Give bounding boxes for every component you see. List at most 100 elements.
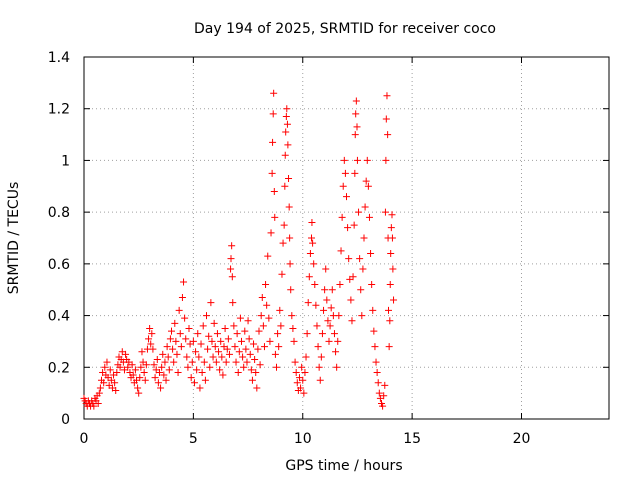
data-point xyxy=(228,273,236,281)
data-point xyxy=(301,368,309,376)
data-point xyxy=(269,138,277,146)
data-point xyxy=(381,381,389,389)
data-point xyxy=(369,306,377,314)
data-point xyxy=(262,281,270,289)
data-point xyxy=(283,120,291,128)
data-point xyxy=(141,376,149,384)
data-point xyxy=(158,363,166,371)
data-point xyxy=(128,361,136,369)
data-point xyxy=(213,330,221,338)
data-point xyxy=(217,337,225,345)
data-point xyxy=(145,335,153,343)
data-point xyxy=(180,278,188,286)
data-point xyxy=(169,345,177,353)
data-point xyxy=(174,368,182,376)
data-point xyxy=(357,286,365,294)
data-point xyxy=(94,399,102,407)
data-point xyxy=(206,363,214,371)
data-point xyxy=(328,286,336,294)
data-point xyxy=(341,169,349,177)
data-point xyxy=(351,131,359,139)
data-point xyxy=(372,358,380,366)
data-point xyxy=(248,376,256,384)
data-point xyxy=(309,239,317,247)
data-point xyxy=(379,402,387,410)
data-point xyxy=(359,265,367,273)
data-point xyxy=(250,340,258,348)
data-point xyxy=(175,306,183,314)
data-point xyxy=(297,384,305,392)
data-point xyxy=(221,325,229,332)
data-point xyxy=(224,335,232,343)
data-point xyxy=(282,128,290,136)
data-point xyxy=(207,299,215,307)
data-point xyxy=(353,123,361,131)
data-point xyxy=(344,224,352,232)
data-point xyxy=(101,363,109,371)
data-point xyxy=(321,286,329,294)
data-point xyxy=(258,293,266,301)
y-tick-labels: 0 0.2 0.4 0.6 0.8 1 1.2 1.4 xyxy=(48,50,70,428)
data-point xyxy=(276,306,284,314)
data-point xyxy=(389,265,397,273)
data-point xyxy=(266,337,274,345)
data-point xyxy=(198,368,206,376)
data-point xyxy=(225,350,233,358)
data-point xyxy=(270,187,278,195)
data-point xyxy=(267,229,275,237)
data-point xyxy=(325,337,333,345)
data-point xyxy=(385,343,393,351)
data-point xyxy=(153,356,161,364)
data-point xyxy=(310,260,318,268)
data-point xyxy=(201,376,209,384)
ticks xyxy=(83,56,609,420)
data-point xyxy=(356,255,364,263)
data-point xyxy=(260,343,268,351)
data-point xyxy=(374,379,382,387)
data-point xyxy=(135,389,143,397)
data-point xyxy=(313,322,321,330)
data-point xyxy=(383,92,391,100)
data-point xyxy=(111,379,119,387)
data-point xyxy=(386,281,394,289)
y-tick-label: 0.2 xyxy=(48,360,70,376)
data-point xyxy=(286,234,294,242)
data-point xyxy=(129,371,137,379)
data-point xyxy=(240,363,248,371)
data-point xyxy=(222,358,230,366)
data-point xyxy=(254,345,262,353)
data-point xyxy=(146,325,154,332)
data-point xyxy=(212,358,220,366)
data-point xyxy=(255,327,263,335)
data-point xyxy=(203,312,210,320)
data-point xyxy=(251,356,259,364)
data-point xyxy=(216,366,224,374)
data-point xyxy=(112,387,120,395)
data-point xyxy=(215,348,223,356)
data-point xyxy=(263,301,271,309)
data-point xyxy=(352,110,360,118)
data-point xyxy=(334,337,342,345)
y-tick-label: 0.8 xyxy=(48,205,70,221)
data-point xyxy=(177,343,185,351)
y-tick-label: 0 xyxy=(61,412,70,428)
data-point xyxy=(358,312,366,320)
data-point xyxy=(340,156,348,164)
data-point xyxy=(161,358,169,366)
data-point xyxy=(154,379,162,387)
data-point xyxy=(349,273,357,281)
data-point xyxy=(330,330,338,338)
data-point xyxy=(286,260,294,268)
data-point xyxy=(205,332,213,340)
data-point xyxy=(365,213,373,221)
data-point xyxy=(367,250,375,258)
data-point xyxy=(384,131,392,139)
data-point xyxy=(204,345,212,353)
data-point xyxy=(324,317,332,325)
data-point xyxy=(355,208,363,216)
data-point xyxy=(274,330,282,338)
data-point xyxy=(208,337,216,345)
data-point xyxy=(151,374,159,382)
data-point xyxy=(316,376,324,384)
